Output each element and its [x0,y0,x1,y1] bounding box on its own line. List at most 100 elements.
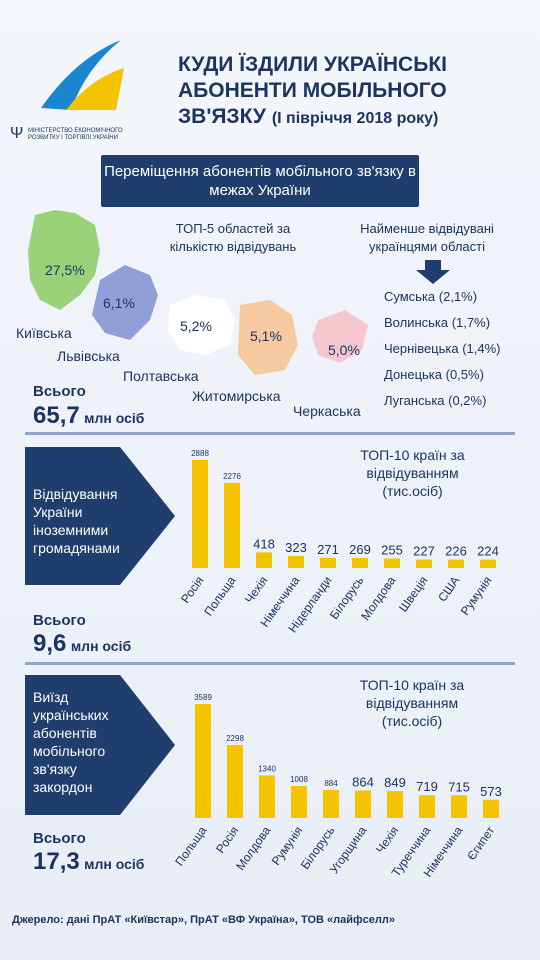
bar-9 [480,559,496,568]
bar-2 [259,775,275,818]
bar-7 [416,559,432,568]
category-label: Росія [213,824,241,856]
value-label: 715 [448,779,470,794]
value-label: 226 [445,544,467,559]
region-shape-cherkaska [312,310,368,363]
bar-0 [195,704,211,818]
page-title: КУДИ ЇЗДИЛИ УКРАЇНСЬКІ АБОНЕНТИ МОБІЛЬНО… [178,52,528,132]
least-title: Найменше відвідувані українцями області [360,221,494,254]
region-name-kyivska: Київська [16,325,72,341]
region-value-kyivska: 27,5% [45,262,85,278]
bar-6 [384,558,400,568]
value-label: 864 [352,775,374,790]
bar-2 [256,552,272,568]
ministry-name: МІНІСТЕРСТВО ЕКОНОМІЧНОГО РОЗВИТКУ І ТОР… [28,128,123,141]
value-label: 2298 [226,734,244,743]
region-shape-poltavska [168,295,235,355]
section2-arrow-text: Відвідування України іноземними громадян… [33,486,120,556]
category-label: Чехія [373,824,401,856]
section2-chart-title: ТОП-10 країн за відвідуванням (тис.осіб) [360,447,465,499]
logo-graphic [41,40,124,110]
bar-4 [320,557,336,568]
value-label: 323 [285,540,307,555]
trident-icon: Ψ [10,125,24,142]
section1-total-unit: млн осіб [84,410,145,426]
region-name-lvivska: Львівська [57,348,120,364]
section2-total: 9,6 млн осіб [33,630,131,658]
least-visited-list: Сумська (2,1%) Волинська (1,7%) Чернівец… [384,284,501,414]
value-label: 271 [317,542,339,557]
bar-0 [192,460,208,568]
bar-3 [291,785,307,818]
section1-total-label: Всього [33,383,86,400]
category-label: Польща [172,823,209,868]
region-name-poltavska: Полтавська [123,368,199,384]
bar-3 [288,555,304,568]
top5-title: ТОП-5 областей за кількістю відвідувань [169,221,297,254]
bar-8 [451,795,467,818]
region-shape-kyivska [28,210,100,310]
bar-1 [227,745,243,818]
section3-total-value: 17,3 [33,848,80,875]
region-shape-lvivska [92,265,158,340]
region-value-cherkaska: 5,0% [328,342,360,358]
value-label: 849 [384,775,406,790]
value-label: 255 [381,542,403,557]
value-label: 2276 [223,472,241,481]
bar-9 [483,799,499,818]
bar-6 [387,791,403,818]
ministry-logo [36,38,126,118]
bar-1 [224,482,240,568]
section1-banner: Переміщення абонентів мобільного зв'язку… [101,155,419,207]
bar-5 [352,557,368,568]
bar-5 [355,790,371,818]
title-period: (І півріччя 2018 року) [271,110,439,127]
value-label: 3589 [194,693,212,702]
category-label: Єгипет [464,823,498,863]
bar-7 [419,795,435,818]
least-item: Донецька (0,5%) [384,367,484,382]
section3-chart-title: ТОП-10 країн за відвідуванням (тис.осіб) [359,677,465,729]
region-value-zhytomyrska: 5,1% [250,328,282,344]
section2-total-value: 9,6 [33,630,67,657]
least-item: Луганська (0,2%) [384,393,487,408]
least-item: Чернівецька (1,4%) [384,341,501,356]
value-label: 418 [253,536,275,551]
divider [25,662,515,665]
section1-total: 65,7 млн осіб [33,402,144,430]
value-label: 1008 [290,775,308,784]
arrow-down-icon [416,260,450,289]
region-value-lvivska: 6,1% [103,295,135,311]
section3-total-label: Всього [33,830,86,847]
value-label: 573 [480,784,502,799]
section3-total: 17,3 млн осіб [33,848,144,876]
region-name-zhytomyrska: Житомирська [192,388,281,404]
source-note: Джерело: дані ПрАТ «Київстар», ПрАТ «ВФ … [12,914,395,926]
value-label: 269 [349,542,371,557]
title-line2: АБОНЕНТИ МОБІЛЬНОГО [178,79,447,102]
section3-arrow-text: Виїзд українських абонентів мобільного з… [33,689,109,795]
region-shape-zhytomyrska [238,300,298,375]
section3-arrow [25,675,175,820]
title-line1: КУДИ ЇЗДИЛИ УКРАЇНСЬКІ [178,53,447,76]
section2-total-unit: млн осіб [70,638,132,654]
title-line3: ЗВ'ЯЗКУ [178,105,266,128]
region-value-poltavska: 5,2% [180,318,212,334]
value-label: 884 [324,779,338,788]
regions-map [28,210,368,375]
value-label: 719 [416,779,438,794]
least-item: Сумська (2,1%) [384,289,478,304]
bar-8 [448,559,464,568]
value-label: 2888 [191,449,209,458]
value-label: 227 [413,544,435,559]
section2-total-label: Всього [33,612,86,629]
region-name-cherkaska: Черкаська [293,403,361,419]
section1-total-value: 65,7 [33,402,80,429]
bar-4 [323,789,339,818]
section3-total-unit: млн осіб [84,856,145,872]
divider [25,432,515,435]
value-label: 224 [477,544,499,559]
section2-arrow [25,447,175,590]
least-item: Волинська (1,7%) [384,315,491,330]
